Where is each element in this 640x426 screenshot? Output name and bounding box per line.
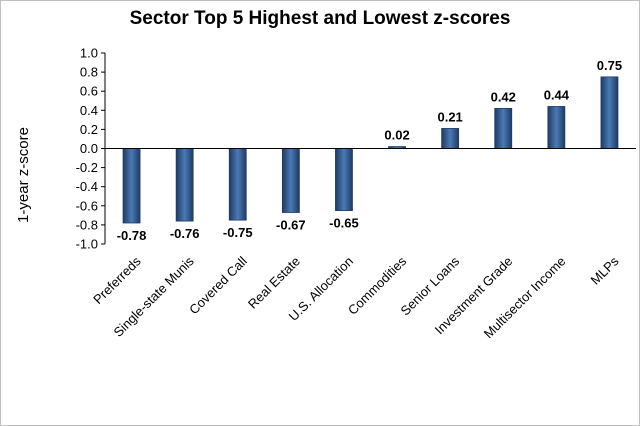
data-label: -0.75 bbox=[223, 225, 253, 240]
data-label: 0.75 bbox=[597, 58, 622, 73]
y-tick-label: -0.8 bbox=[76, 217, 98, 232]
bars-group bbox=[122, 76, 619, 224]
y-tick-label: 0.0 bbox=[80, 141, 98, 156]
data-label: -0.67 bbox=[276, 217, 306, 232]
y-tick-label: -0.6 bbox=[76, 198, 98, 213]
bar-single-state-munis bbox=[175, 148, 194, 222]
y-tick-label: 0.2 bbox=[80, 122, 98, 137]
bar-mlps bbox=[600, 76, 619, 149]
bar-multisector-income bbox=[547, 106, 566, 149]
data-label: 0.42 bbox=[491, 89, 516, 104]
data-label: 0.02 bbox=[384, 128, 409, 143]
y-tick-label: -0.4 bbox=[76, 179, 98, 194]
y-tick-label: 0.4 bbox=[80, 103, 98, 118]
y-axis: 1.0 0.8 0.6 0.4 0.2 0.0 -0.2 -0.4 -0.6 -0.8 -1.0 bbox=[76, 46, 105, 252]
bar-investment-grade bbox=[494, 107, 513, 149]
bar-covered-call bbox=[228, 148, 247, 221]
data-label: 0.21 bbox=[437, 109, 462, 124]
axis-lines bbox=[104, 53, 636, 244]
x-tick-label: Covered Call bbox=[186, 253, 250, 317]
y-tick-label: 0.6 bbox=[80, 84, 98, 99]
data-label: 0.44 bbox=[544, 87, 570, 102]
data-label: -0.65 bbox=[329, 216, 359, 231]
y-tick-label: -1.0 bbox=[76, 237, 98, 252]
data-label: -0.76 bbox=[170, 226, 200, 241]
bar-real-estate bbox=[281, 148, 300, 213]
x-tick-label: Preferreds bbox=[90, 253, 144, 307]
data-labels-group: -0.78 -0.76 -0.75 -0.67 -0.65 0.02 0.21 0.42 0.4… bbox=[117, 58, 622, 243]
bar-senior-loans bbox=[441, 128, 460, 149]
data-label: -0.78 bbox=[117, 228, 147, 243]
bar-preferreds bbox=[122, 148, 141, 224]
x-tick-label: MLPs bbox=[587, 253, 621, 287]
chart-title: Sector Top 5 Highest and Lowest z-scores bbox=[129, 8, 511, 29]
y-tick-label: -0.2 bbox=[76, 160, 98, 175]
y-tick-label: 0.8 bbox=[80, 65, 98, 80]
x-tick-label: Real Estate bbox=[245, 254, 303, 312]
bar-u-s-allocation bbox=[335, 148, 353, 211]
y-tick-label: 1.0 bbox=[80, 46, 98, 61]
